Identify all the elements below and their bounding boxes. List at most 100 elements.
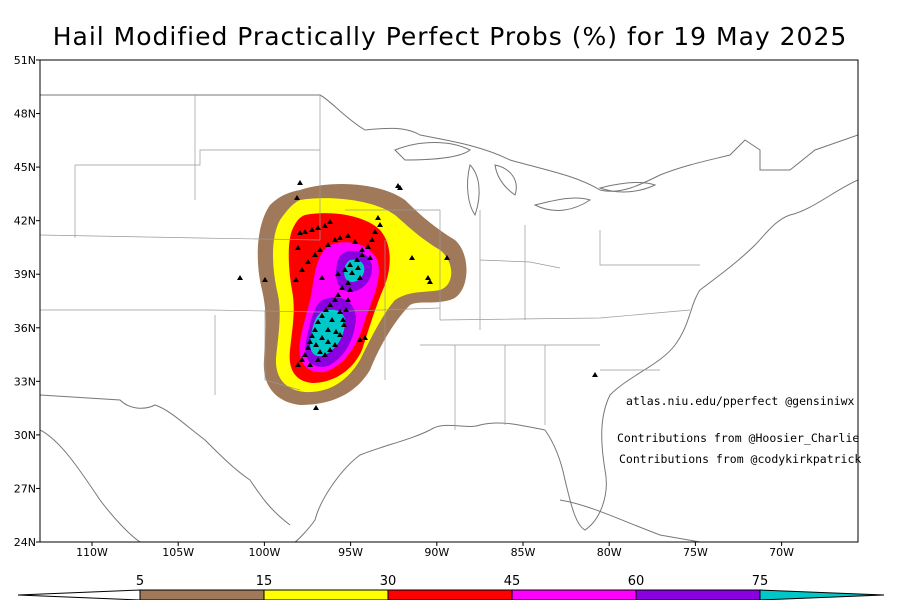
hail-report-marker	[332, 237, 338, 242]
lat-label: 27N	[14, 482, 36, 495]
colorbar-60	[635, 589, 761, 600]
colorbar-arrow-left	[17, 589, 141, 600]
hail-report-marker	[305, 259, 311, 264]
hail-report-marker	[329, 317, 335, 322]
colorbar-label-75: 75	[752, 574, 769, 589]
latitude-labels: 51N 48N 45N 42N 39N 36N 33N 30N 27N 24N	[14, 54, 40, 549]
hail-report-marker	[307, 362, 313, 367]
longitude-labels: 110W 105W 100W 95W 90W 85W 80W 75W 70W	[76, 542, 794, 559]
lon-label: 75W	[683, 546, 708, 559]
hail-report-marker	[349, 270, 355, 275]
gulf-coast	[294, 422, 546, 542]
hail-report-marker	[345, 233, 351, 238]
lat-label: 45N	[14, 161, 36, 174]
hail-report-marker	[332, 297, 338, 302]
lat-label: 36N	[14, 322, 36, 335]
lon-label: 100W	[248, 546, 280, 559]
hail-report-marker	[369, 237, 375, 242]
coastlines-borders	[40, 94, 858, 542]
hail-report-marker	[409, 255, 415, 260]
hail-report-marker	[377, 222, 383, 227]
hail-report-marker	[309, 333, 315, 338]
mexico-border	[40, 394, 291, 526]
colorbar-label-30: 30	[380, 574, 397, 589]
hail-report-marker	[335, 292, 341, 297]
hail-report-marker	[312, 252, 318, 257]
credit-contrib1: Contributions from @Hoosier_Charlie	[617, 431, 859, 445]
hail-report-marker	[427, 279, 433, 284]
lon-label: 70W	[769, 546, 794, 559]
hail-report-marker	[262, 277, 268, 282]
map-frame	[39, 59, 859, 543]
hail-report-marker	[313, 405, 319, 410]
hail-report-marker	[302, 352, 308, 357]
lat-label: 42N	[14, 215, 36, 228]
hail-report-marker	[362, 335, 368, 340]
hail-report-marker	[339, 285, 345, 290]
hail-report-marker	[325, 327, 331, 332]
hail-report-marker	[299, 357, 305, 362]
hail-report-marker	[322, 352, 328, 357]
hail-report-marker	[312, 327, 318, 332]
hail-report-marker	[327, 347, 333, 352]
hail-report-marker	[337, 235, 343, 240]
hail-report-marker	[359, 247, 365, 252]
lat-label: 48N	[14, 108, 36, 121]
colorbar-label-5: 5	[136, 574, 144, 589]
colorbar-label-60: 60	[628, 574, 645, 589]
lat-label: 30N	[14, 429, 36, 442]
contour-75	[310, 259, 365, 357]
lon-label: 95W	[338, 546, 363, 559]
lat-label: 51N	[14, 54, 36, 67]
colorbar-15	[263, 589, 389, 600]
lon-label: 90W	[424, 546, 449, 559]
hail-report-marker	[343, 307, 349, 312]
canada-border	[40, 94, 858, 192]
hail-report-marker	[294, 195, 300, 200]
hail-report-marker	[355, 265, 361, 270]
great-lakes	[394, 142, 657, 217]
hail-report-marker	[313, 342, 319, 347]
hail-report-marker	[332, 342, 338, 347]
hail-report-marker	[237, 275, 243, 280]
hail-report-marker	[357, 275, 363, 280]
hail-report-marker	[337, 309, 343, 314]
colorbar-45	[511, 589, 637, 600]
colorbar-label-45: 45	[504, 574, 521, 589]
mexico-west-coast	[40, 429, 141, 542]
hail-report-marker	[345, 280, 351, 285]
hail-reports	[237, 180, 598, 410]
hail-report-marker	[327, 219, 333, 224]
cuba	[559, 499, 701, 542]
map-background	[40, 60, 858, 542]
lat-label: 33N	[14, 375, 36, 388]
hail-report-marker	[345, 297, 351, 302]
hail-report-marker	[295, 362, 301, 367]
colorbar-label-15: 15	[256, 574, 273, 589]
hail-report-marker	[352, 239, 358, 244]
hail-report-marker	[335, 271, 341, 276]
hail-report-marker	[299, 267, 305, 272]
lat-label: 39N	[14, 268, 36, 281]
hail-report-marker	[295, 245, 301, 250]
hail-report-marker	[319, 335, 325, 340]
hail-report-marker	[317, 247, 323, 252]
colorbar-5	[139, 589, 265, 600]
credit-contrib2: Contributions from @codykirkpatrick	[619, 452, 861, 466]
hail-report-marker	[319, 313, 325, 318]
hail-report-marker	[302, 229, 308, 234]
hail-report-marker	[397, 185, 403, 190]
hail-report-marker	[297, 180, 303, 185]
lon-label: 85W	[511, 546, 536, 559]
hail-report-marker	[327, 302, 333, 307]
hail-report-marker	[307, 339, 313, 344]
hail-report-marker	[293, 277, 299, 282]
hail-report-marker	[297, 230, 303, 235]
hail-report-marker	[323, 307, 329, 312]
colorbar: 5 15 30 45 60 75	[17, 574, 885, 600]
hail-report-marker	[444, 255, 450, 260]
hail-report-marker	[592, 372, 598, 377]
colorbar-30	[387, 589, 513, 600]
hail-report-marker	[305, 345, 311, 350]
